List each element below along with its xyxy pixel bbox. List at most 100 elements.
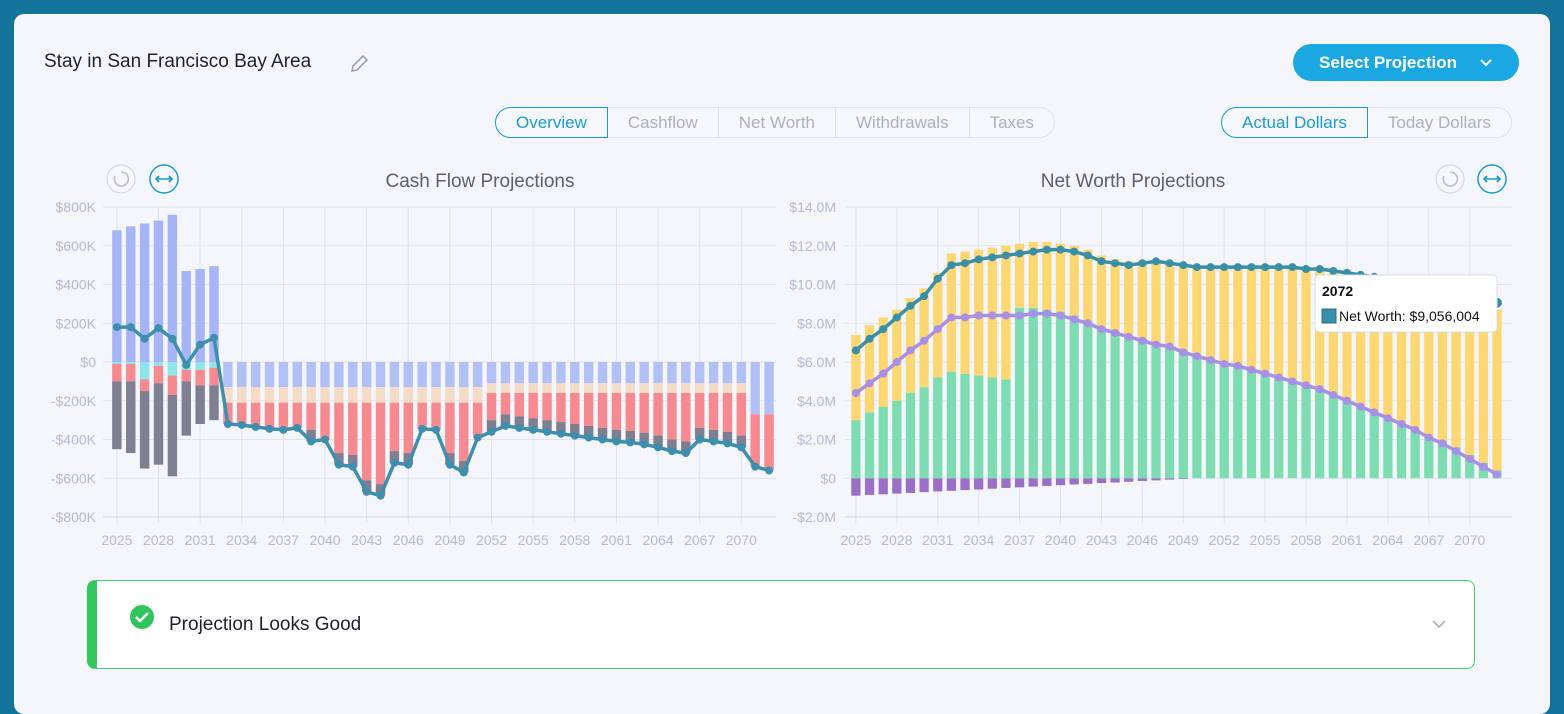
line-point [210,333,219,342]
bar-segment [1219,362,1229,479]
line-point [892,358,901,366]
bar-segment [1287,381,1298,479]
x-tick-label: 2025 [840,532,871,548]
bar-segment [639,393,649,433]
bar-segment [851,420,861,479]
line-point [1029,309,1038,318]
bar-segment [625,393,636,431]
bar-segment [250,362,261,388]
line-point [1356,402,1365,411]
reset-icon[interactable] [106,164,136,194]
bar-segment [556,393,566,423]
check-icon [130,605,154,629]
bar-segment [445,387,455,403]
bar-segment [1396,424,1407,479]
line-point [626,438,635,447]
bar-segment [459,402,469,461]
bar-segment [361,480,372,492]
bar-segment [1014,307,1025,479]
tab[interactable]: Today Dollars [1366,107,1512,138]
bar-segment [403,402,413,454]
bar-segment [1083,321,1093,479]
line-point [1111,328,1120,337]
bar-segment [361,402,372,481]
bar-segment [1042,309,1052,479]
bar-segment [1124,478,1134,482]
bar-segment [264,402,275,429]
x-tick-label: 2061 [1331,532,1362,548]
line-point [961,259,970,268]
x-tick-label: 2058 [559,532,590,548]
bar-segment [223,362,233,388]
bar-segment [278,402,289,430]
chevron[interactable] [1431,619,1447,631]
tab[interactable]: Actual Dollars [1221,107,1368,138]
bar-segment [1246,369,1257,479]
expand-icon[interactable] [149,164,179,194]
x-tick-label: 2046 [393,532,424,548]
x-tick-label: 2067 [1413,532,1444,548]
bar-segment [694,362,705,384]
bar-segment [694,393,705,428]
bar-segment [209,266,219,362]
y-tick-label: $0 [80,354,96,370]
tab[interactable]: Taxes [968,107,1056,138]
line-point [1492,470,1501,479]
bar-segment [625,362,636,384]
bar-segment [1124,334,1134,479]
bar-segment [139,223,150,362]
tooltip-swatch [1321,308,1337,324]
bar-segment [167,362,178,376]
y-tick-label: $600K [56,238,97,254]
bar-segment [445,402,455,454]
bar-segment [500,362,511,384]
line-point [1111,259,1120,268]
bar-segment [681,383,691,393]
line-point [1042,309,1051,318]
bar-segment [1014,478,1025,488]
tab[interactable]: Net Worth [717,107,836,138]
bar-segment [681,362,691,384]
bar-segment [334,453,344,465]
line-point [723,439,732,448]
tab[interactable]: Cashflow [606,107,719,138]
expand-icon[interactable] [1477,164,1507,194]
x-tick-label: 2031 [922,532,953,548]
bar-segment [1178,350,1188,479]
bar-segment [1315,389,1325,479]
bar-segment [445,453,455,465]
bar-segment [486,362,497,384]
bar-segment [597,393,608,428]
line-point [1397,420,1406,428]
bar-segment [1151,478,1161,481]
tooltip-box [1314,274,1498,333]
line-point [1274,373,1283,382]
bar-segment [946,371,957,479]
line-point [1383,414,1392,423]
bar-segment [1274,267,1284,378]
line-point [974,255,983,264]
y-tick-label: $0 [820,470,836,486]
bar-segment [736,383,747,393]
bar-segment [528,362,538,384]
y-tick-label: $10.0M [789,277,836,293]
line-point [529,425,538,434]
bar-segment [1205,358,1216,479]
line-point [168,334,177,343]
reset-icon[interactable] [1435,164,1465,194]
tab[interactable]: Overview [495,107,608,138]
bar-segment [851,478,861,496]
status-card[interactable]: Projection Looks Good [87,580,1475,669]
line-point [293,423,302,432]
edit-icon[interactable] [348,53,370,75]
bar-segment [611,362,622,384]
tooltip-text: Net Worth: $9,056,004 [1339,308,1480,324]
line-point [695,435,704,444]
bar-segment [1342,274,1352,401]
line-point [390,458,399,467]
select-projection-button[interactable]: Select Projection [1293,44,1519,81]
tab[interactable]: Withdrawals [835,107,970,138]
line-point [612,437,621,446]
bar-segment [514,362,525,384]
bar-segment [736,435,747,448]
